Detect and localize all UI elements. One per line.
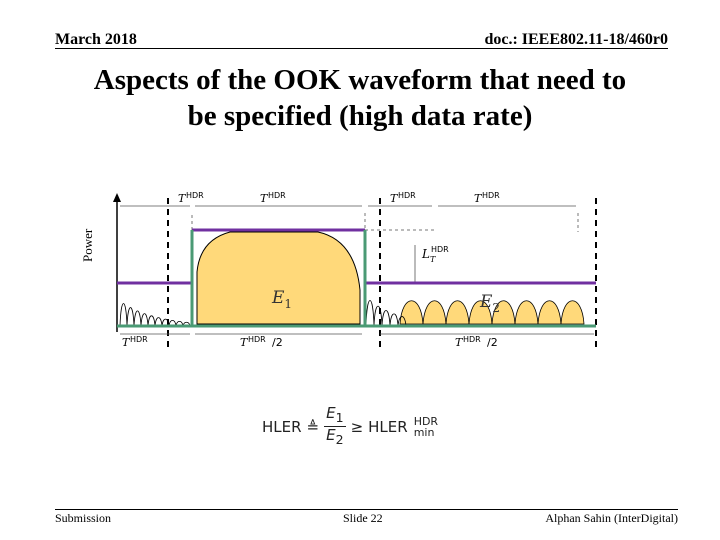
interval-arrows: [120, 205, 594, 335]
formula-rhs: HLER: [368, 417, 408, 436]
title-line-1: Aspects of the OOK waveform that need to: [93, 64, 627, 96]
envelope-mask: [117, 230, 596, 328]
power-axis-arrow: [113, 193, 121, 202]
formula-num: E: [326, 404, 336, 422]
footer-submission: Submission: [55, 511, 112, 525]
footer-rule: [55, 509, 678, 510]
slide-title: Aspects of the OOK waveform that need to…: [40, 62, 680, 134]
level-label-sub: T: [430, 255, 436, 264]
energy-label-e2: E2: [479, 292, 500, 315]
formula-defeq: ≜: [306, 417, 320, 436]
formula-rhs-sup: HDR: [413, 414, 439, 428]
formula-lhs: HLER: [262, 417, 302, 436]
formula-fraction: E1 E2: [324, 404, 346, 448]
header-rule: [55, 48, 668, 49]
formula-num-sub: 1: [335, 410, 344, 425]
bottom-label-1: T: [122, 336, 131, 349]
e1-pulse-fill: [196, 231, 361, 325]
top-label-1-sup: HDR: [186, 191, 204, 200]
bottom-label-3: T: [455, 336, 464, 349]
top-label-1: T: [178, 192, 187, 205]
top-label-4-sup: HDR: [482, 191, 500, 200]
bottom-label-2: T: [240, 336, 249, 349]
top-label-4: T: [474, 192, 483, 205]
title-line-2: be specified (high data rate): [187, 100, 533, 132]
top-label-2: T: [260, 192, 269, 205]
hler-formula: HLER ≜ E1 E2 ≥ HLER HDR min: [262, 405, 438, 448]
formula-den: E: [326, 426, 336, 444]
formula-geq: ≥: [350, 417, 364, 436]
header-date: March 2018: [55, 31, 137, 48]
formula-den-sub: 2: [335, 432, 344, 447]
bottom-label-3-div: /2: [487, 336, 498, 349]
level-label: L: [421, 247, 430, 261]
header-doc-id: doc.: IEEE802.11-18/460r0: [484, 31, 668, 48]
top-label-3: T: [390, 192, 399, 205]
e2-fill: [399, 300, 585, 325]
threshold-level-lines: [117, 228, 596, 285]
top-label-2-sup: HDR: [268, 191, 286, 200]
bottom-label-2-div: /2: [272, 336, 283, 349]
bottom-label-1-sup: HDR: [130, 335, 148, 344]
bottom-label-2-sup: HDR: [248, 335, 266, 344]
formula-rhs-sub: min: [413, 425, 435, 439]
ringing-right: [365, 300, 407, 327]
bottom-label-3-sup: HDR: [463, 335, 481, 344]
top-label-3-sup: HDR: [398, 191, 416, 200]
y-axis-label: Power: [80, 228, 95, 262]
formula-rhs-scripts: HDR min: [414, 416, 438, 438]
footer-slide-number: Slide 22: [343, 511, 383, 525]
level-label-sup: HDR: [431, 245, 449, 254]
footer-author: Alphan Sahin (InterDigital): [545, 511, 678, 525]
interval-markers: [167, 198, 597, 348]
ringing-left: [119, 303, 191, 327]
